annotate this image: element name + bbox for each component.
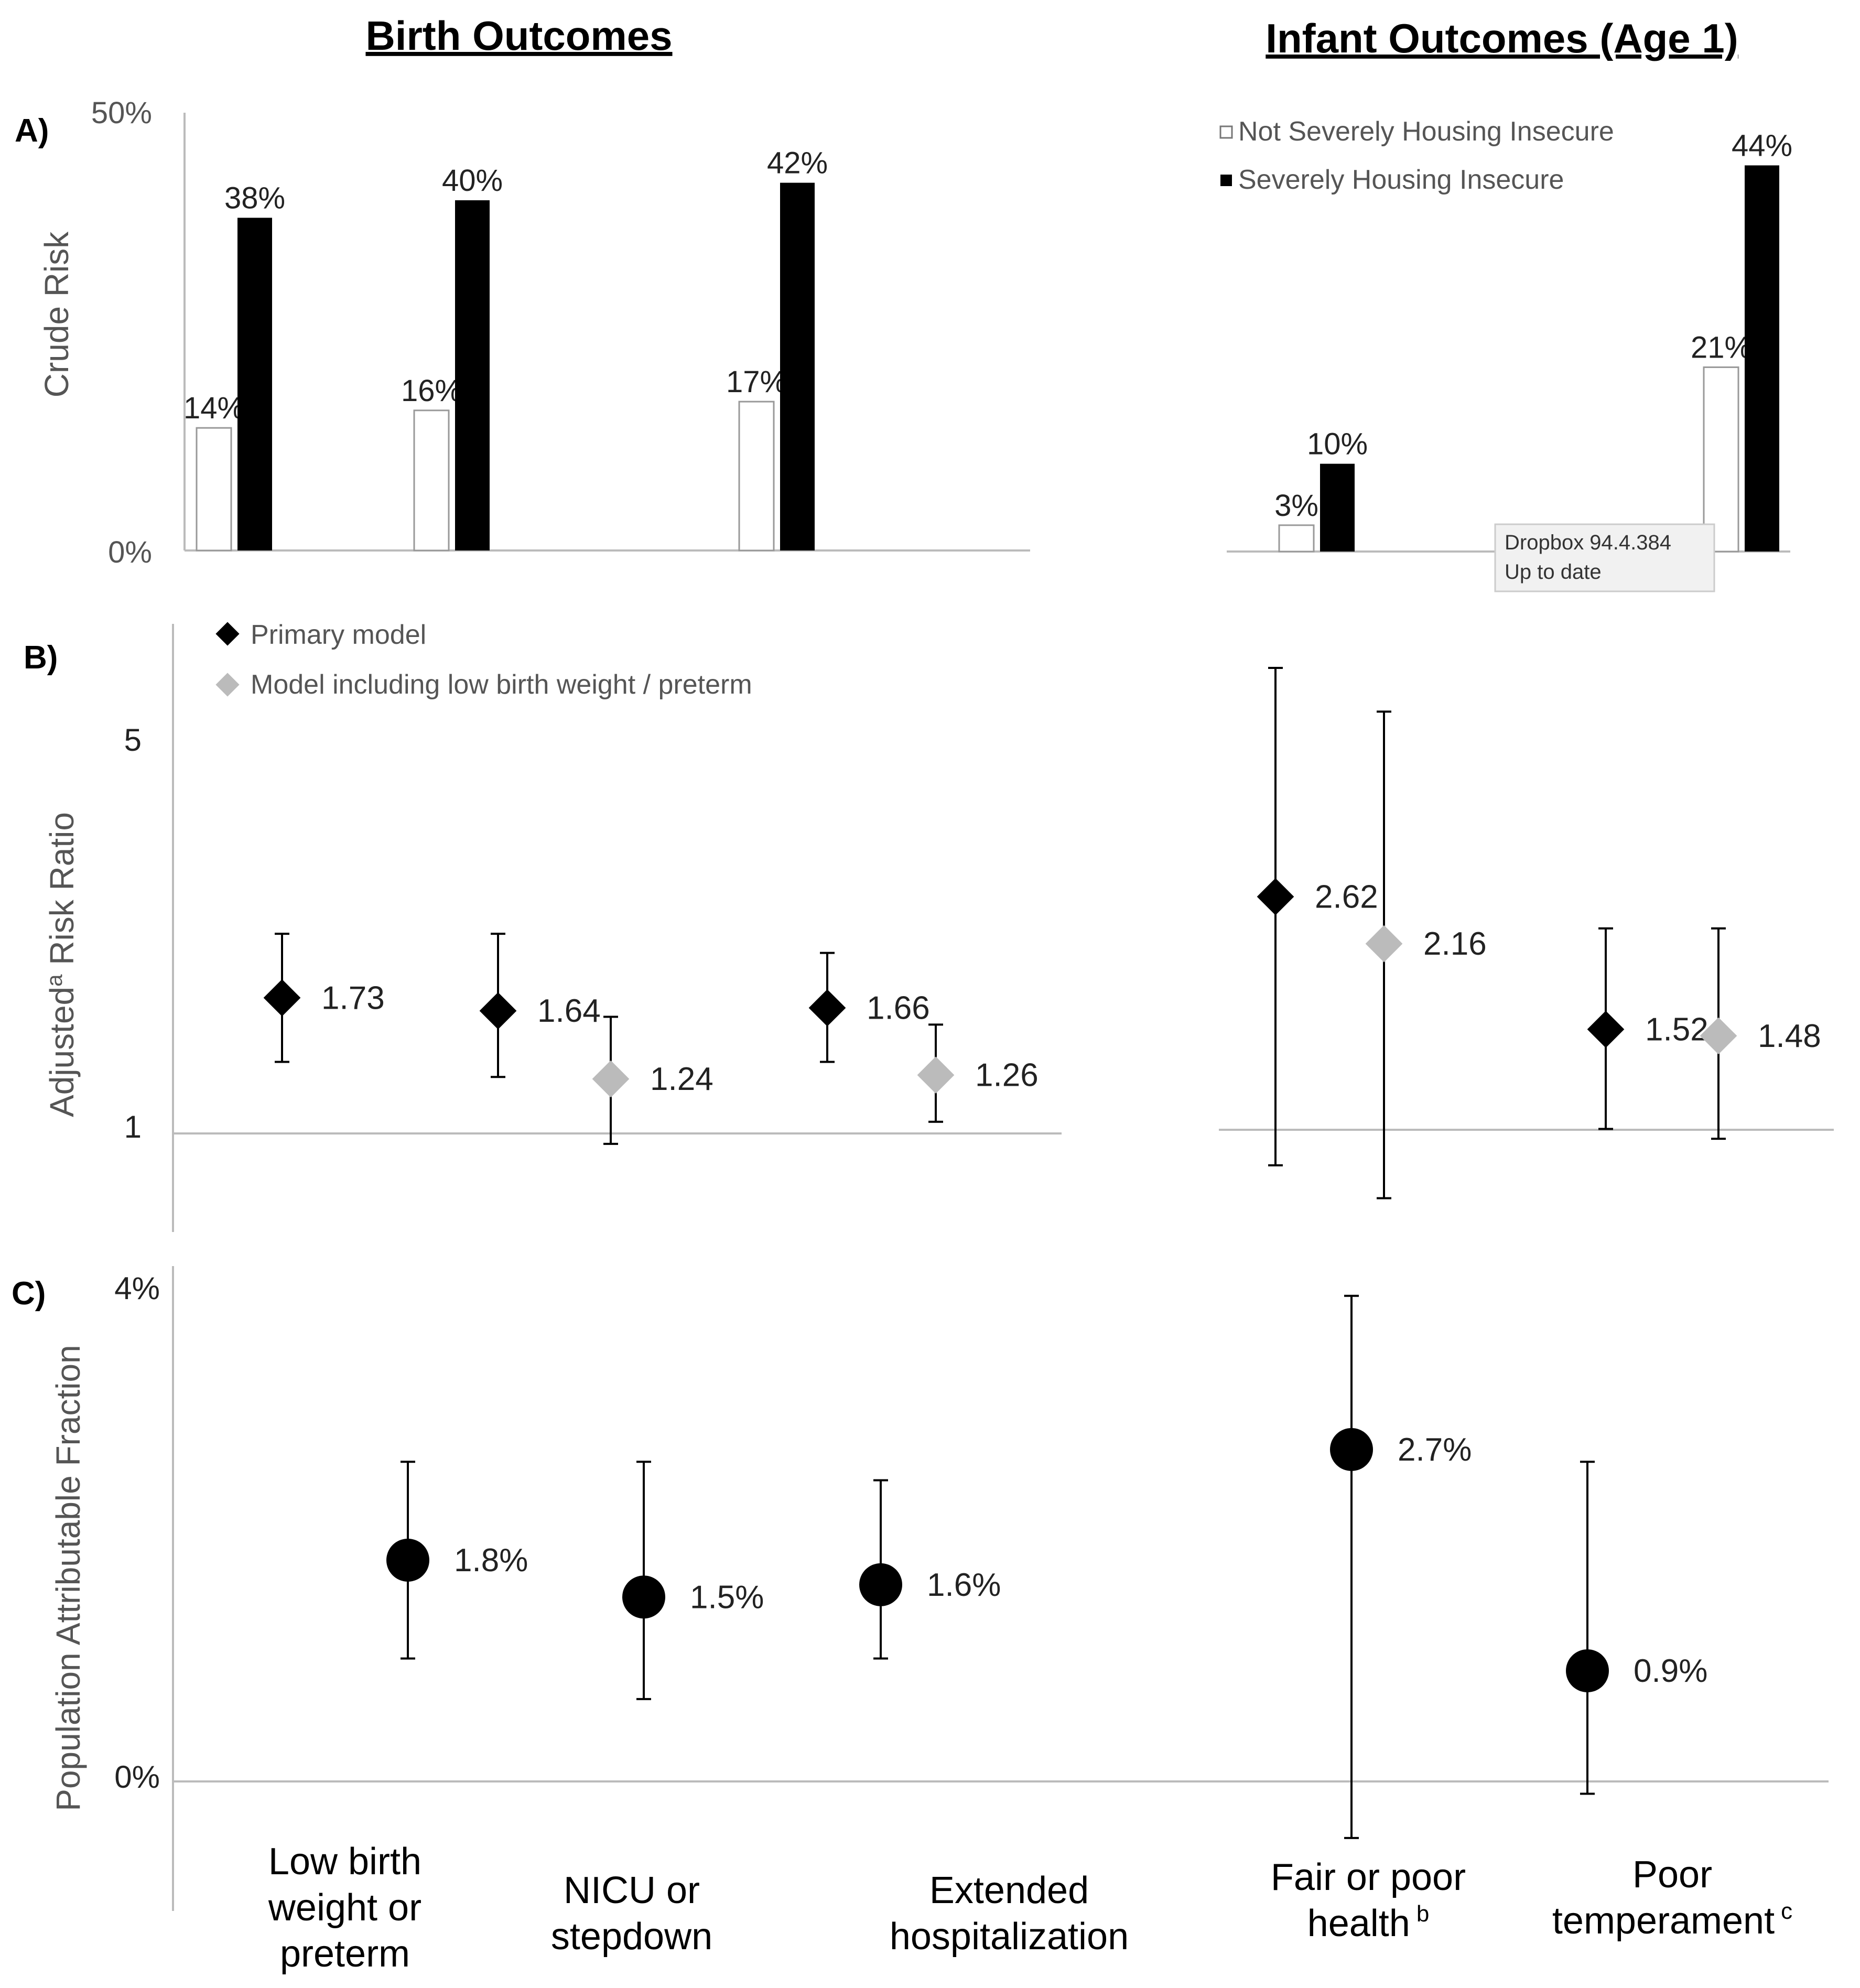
legend-swatch-not-severe xyxy=(1219,125,1233,139)
bar-label-not-severe-2: 17% xyxy=(726,365,787,399)
legend-marker-primary xyxy=(215,622,240,646)
category-label-2-line-0: Extended xyxy=(929,1870,1089,1911)
bar-severe-1 xyxy=(455,200,490,550)
category-label-0-line-2: preterm xyxy=(280,1933,410,1975)
tooltip-line-2: Up to date xyxy=(1505,560,1602,584)
panel-label-b: B) xyxy=(24,640,58,676)
legend-label-primary: Primary model xyxy=(251,620,426,650)
category-label-0-line-0: Low birth xyxy=(268,1841,421,1883)
tooltip-box xyxy=(1494,523,1715,592)
legend-label-model-lbw: Model including low birth weight / prete… xyxy=(251,669,752,700)
bar-severe-0 xyxy=(237,218,272,550)
panel-a-ytick-bottom: 0% xyxy=(108,535,152,569)
bar-not-severe-3 xyxy=(1278,524,1315,553)
paf-value-label-3: 2.7% xyxy=(1398,1432,1472,1468)
panel-b-y-axis-sup: a xyxy=(42,974,67,987)
marker-primary-3 xyxy=(1257,878,1294,915)
bar-not-severe-0 xyxy=(196,427,232,552)
panel-a-bars: 14% 16% 17% 3% 21% 38% 40% 42% 10% 44% xyxy=(183,128,1792,553)
paf-marker-1 xyxy=(622,1575,665,1619)
header-birth-outcomes: Birth Outcomes xyxy=(365,13,672,59)
category-label-1-line-0: NICU or xyxy=(564,1870,700,1911)
marker-primary-1 xyxy=(479,992,517,1030)
value-label-model-lbw-2: 1.26 xyxy=(975,1057,1039,1094)
panel-b: 5 1 Adjusteda Risk Ratio Primary model M… xyxy=(42,620,1834,1232)
panel-a: 50% 0% Crude Risk 14% 16% 17% 3% 21% 38% 40% 42… xyxy=(38,96,1792,569)
value-label-primary-0: 1.73 xyxy=(321,980,385,1016)
paf-value-label-4: 0.9% xyxy=(1634,1653,1707,1689)
value-label-primary-4: 1.52 xyxy=(1645,1011,1708,1047)
category-label-3-sup: b xyxy=(1416,1901,1429,1927)
marker-model-lbw-2 xyxy=(917,1056,955,1094)
category-label-3-line-1: health b xyxy=(1307,1901,1430,1944)
value-label-model-lbw-1: 1.24 xyxy=(650,1061,713,1097)
paf-value-label-2: 1.6% xyxy=(927,1567,1001,1603)
category-label-4-sup: c xyxy=(1781,1898,1792,1924)
panel-c: 4% 0% Population Attributable Fraction 1… xyxy=(49,1266,1829,1911)
panel-b-y-axis-rest: Risk Ratio xyxy=(43,812,81,974)
category-label-4-line-1: temperament c xyxy=(1552,1898,1792,1942)
panel-c-ytick-4: 4% xyxy=(114,1271,160,1306)
category-label-4-line-0: Poor xyxy=(1632,1854,1712,1896)
paf-value-label-1: 1.5% xyxy=(690,1579,764,1615)
bar-label-not-severe-3: 3% xyxy=(1274,489,1318,523)
panel-c-y-axis-title: Population Attributable Fraction xyxy=(49,1345,87,1811)
panel-label-a: A) xyxy=(15,113,49,149)
value-label-primary-1: 1.64 xyxy=(537,993,601,1029)
marker-model-lbw-3 xyxy=(1365,925,1403,963)
panel-b-ytick-1: 1 xyxy=(124,1109,142,1144)
bar-label-severe-0: 38% xyxy=(224,181,285,215)
marker-model-lbw-1 xyxy=(592,1060,630,1098)
marker-model-lbw-4 xyxy=(1700,1017,1737,1055)
bar-not-severe-1 xyxy=(413,409,450,552)
paf-value-label-0: 1.8% xyxy=(454,1542,528,1579)
header-infant-outcomes: Infant Outcomes (Age 1) xyxy=(1266,15,1738,61)
panel-b-y-axis-title: Adjusteda Risk Ratio xyxy=(42,812,81,1117)
panel-label-c: C) xyxy=(12,1276,46,1312)
marker-primary-0 xyxy=(263,979,301,1017)
panel-a-y-axis-title: Crude Risk xyxy=(38,231,75,398)
panel-c-ytick-0: 0% xyxy=(114,1759,160,1795)
bar-severe-3 xyxy=(1320,463,1355,552)
bar-label-severe-3: 10% xyxy=(1307,427,1368,461)
value-label-primary-2: 1.66 xyxy=(867,990,930,1026)
category-label-0-line-1: weight or xyxy=(268,1887,421,1929)
bar-severe-2 xyxy=(780,182,815,551)
legend-swatch-severe xyxy=(1220,175,1232,186)
paf-marker-4 xyxy=(1566,1649,1609,1692)
marker-primary-4 xyxy=(1587,1011,1625,1048)
paf-marker-0 xyxy=(386,1538,429,1582)
legend-label-severe: Severely Housing Insecure xyxy=(1238,165,1564,195)
bar-label-severe-4: 44% xyxy=(1732,128,1792,163)
marker-primary-2 xyxy=(808,989,846,1027)
value-label-model-lbw-4: 1.48 xyxy=(1758,1018,1821,1054)
panel-a-ytick-top: 50% xyxy=(91,96,152,130)
bar-not-severe-2 xyxy=(738,401,775,552)
bar-label-not-severe-1: 16% xyxy=(401,374,462,408)
dropbox-tooltip: Dropbox 94.4.384 Up to date xyxy=(1494,523,1715,592)
legend-label-not-severe: Not Severely Housing Insecure xyxy=(1238,116,1614,147)
bar-label-severe-2: 42% xyxy=(767,146,828,180)
legend-marker-model-lbw xyxy=(215,673,240,697)
category-label-1-line-1: stepdown xyxy=(551,1916,712,1958)
bar-label-severe-1: 40% xyxy=(442,164,503,198)
panel-b-ytick-5: 5 xyxy=(124,722,142,758)
value-label-model-lbw-3: 2.16 xyxy=(1423,926,1487,962)
panel-c-points: 1.8% 1.5% 1.6% 2.7% 0.9% xyxy=(386,1294,1707,1839)
paf-marker-2 xyxy=(859,1563,902,1606)
bar-label-not-severe-0: 14% xyxy=(183,391,244,425)
bar-severe-4 xyxy=(1745,165,1779,552)
value-label-primary-3: 2.62 xyxy=(1315,879,1378,915)
tooltip-line-1: Dropbox 94.4.384 xyxy=(1505,531,1671,554)
category-label-3-line-0: Fair or poor xyxy=(1271,1856,1466,1898)
panel-b-points: 1.73 1.64 1.66 2.62 1.52 1.24 1.26 2.16 1.48 xyxy=(263,666,1821,1200)
bar-label-not-severe-4: 21% xyxy=(1691,330,1751,364)
paf-marker-3 xyxy=(1330,1428,1373,1471)
bar-not-severe-4 xyxy=(1703,366,1739,553)
category-label-2-line-1: hospitalization xyxy=(890,1916,1129,1958)
